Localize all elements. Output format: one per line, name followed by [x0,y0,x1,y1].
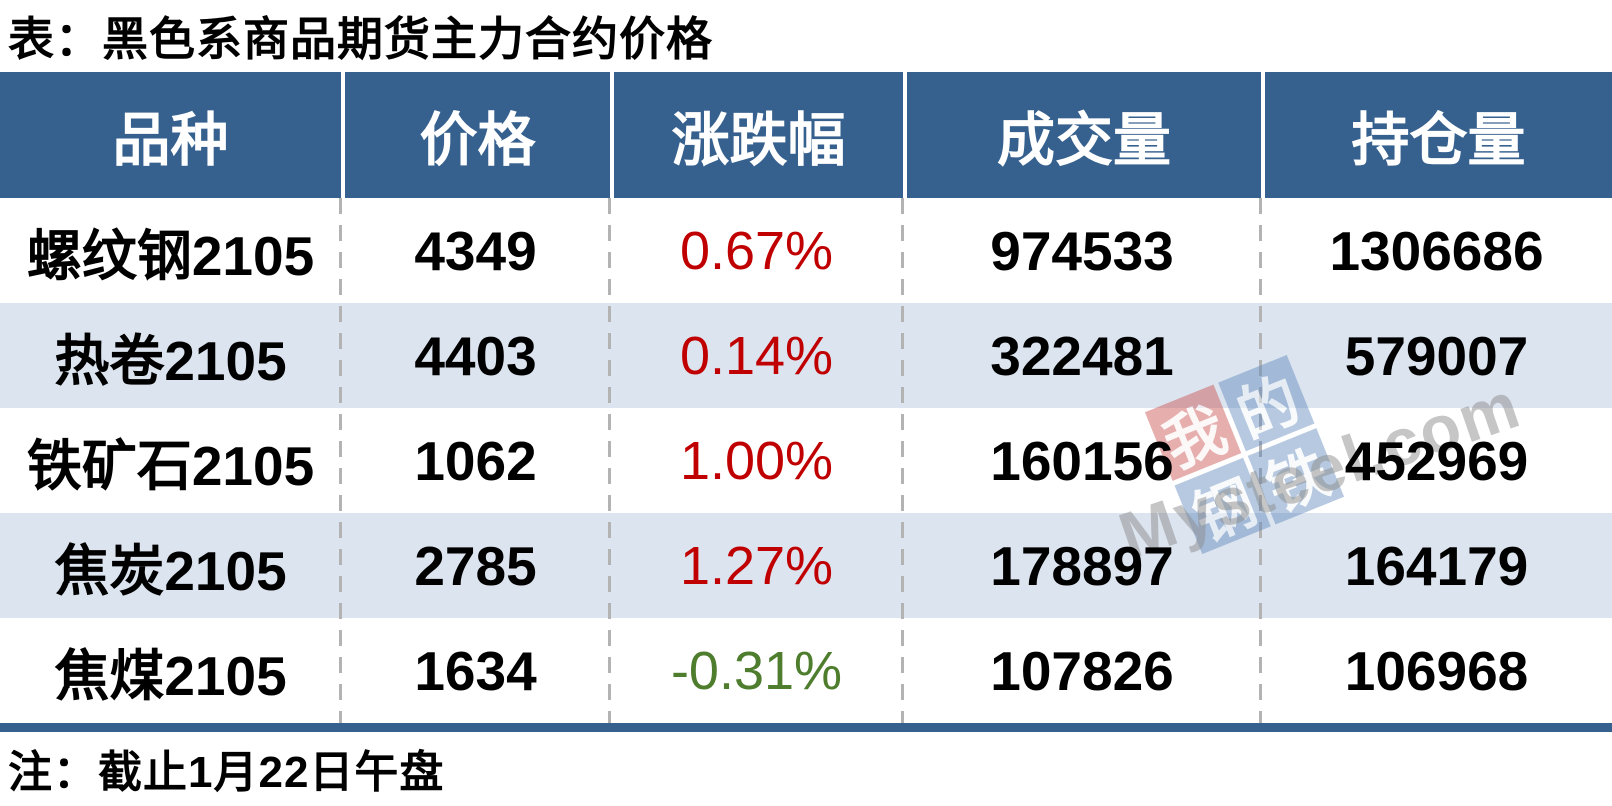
cell-price: 1062 [414,429,537,492]
column-divider [1259,198,1262,723]
cell-open-interest: 579007 [1344,324,1529,387]
table-row: 焦炭2105 2785 1.27% 178897 164179 [0,513,1612,618]
cell-change: 0.14% [679,325,834,386]
cell-open-interest: 452969 [1344,429,1529,492]
cell-price: 2785 [414,534,537,597]
cell-change: -0.31% [670,640,843,701]
column-divider [608,198,611,723]
cell-volume: 178897 [990,534,1174,597]
cell-open-interest: 164179 [1344,534,1529,597]
col-header-open-interest: 持仓量 [1261,72,1612,198]
cell-volume: 107826 [990,639,1174,702]
cell-variety: 铁矿石2105 [26,434,315,497]
cell-variety: 螺纹钢2105 [26,224,315,287]
table-body: 螺纹钢2105 4349 0.67% 974533 1306686 热卷2105… [0,198,1612,723]
table-row: 螺纹钢2105 4349 0.67% 974533 1306686 [0,198,1612,303]
cell-volume: 974533 [990,219,1174,282]
cell-price: 4349 [414,219,537,282]
col-header-volume: 成交量 [903,72,1261,198]
cell-change: 1.00% [679,430,834,491]
cell-open-interest: 1306686 [1329,219,1544,282]
cell-open-interest: 106968 [1344,639,1529,702]
column-divider [901,198,904,723]
page-title: 表：黑色系商品期货主力合约价格 [8,13,713,65]
table-header-row: 品种 价格 涨跌幅 成交量 持仓量 [0,72,1612,198]
footnote: 注：截止1月22日午盘 [8,748,445,797]
cell-change: 0.67% [679,220,834,281]
cell-change: 1.27% [679,535,834,596]
cell-volume: 322481 [990,324,1174,387]
cell-volume: 160156 [990,429,1174,492]
table-row: 焦煤2105 1634 -0.31% 107826 106968 [0,618,1612,723]
cell-variety: 热卷2105 [54,329,287,392]
table-row: 铁矿石2105 1062 1.00% 160156 452969 [0,408,1612,513]
col-header-change: 涨跌幅 [610,72,903,198]
table-row: 热卷2105 4403 0.14% 322481 579007 [0,303,1612,408]
futures-table: 品种 价格 涨跌幅 成交量 持仓量 螺纹钢2105 4349 0.67% 974… [0,72,1612,732]
col-header-variety: 品种 [112,108,229,173]
cell-price: 1634 [414,639,537,702]
table-bottom-border [0,723,1612,732]
cell-variety: 焦煤2105 [54,644,287,707]
col-header-price: 价格 [341,72,610,198]
column-divider [339,198,342,723]
cell-variety: 焦炭2105 [54,539,287,602]
cell-price: 4403 [414,324,537,387]
